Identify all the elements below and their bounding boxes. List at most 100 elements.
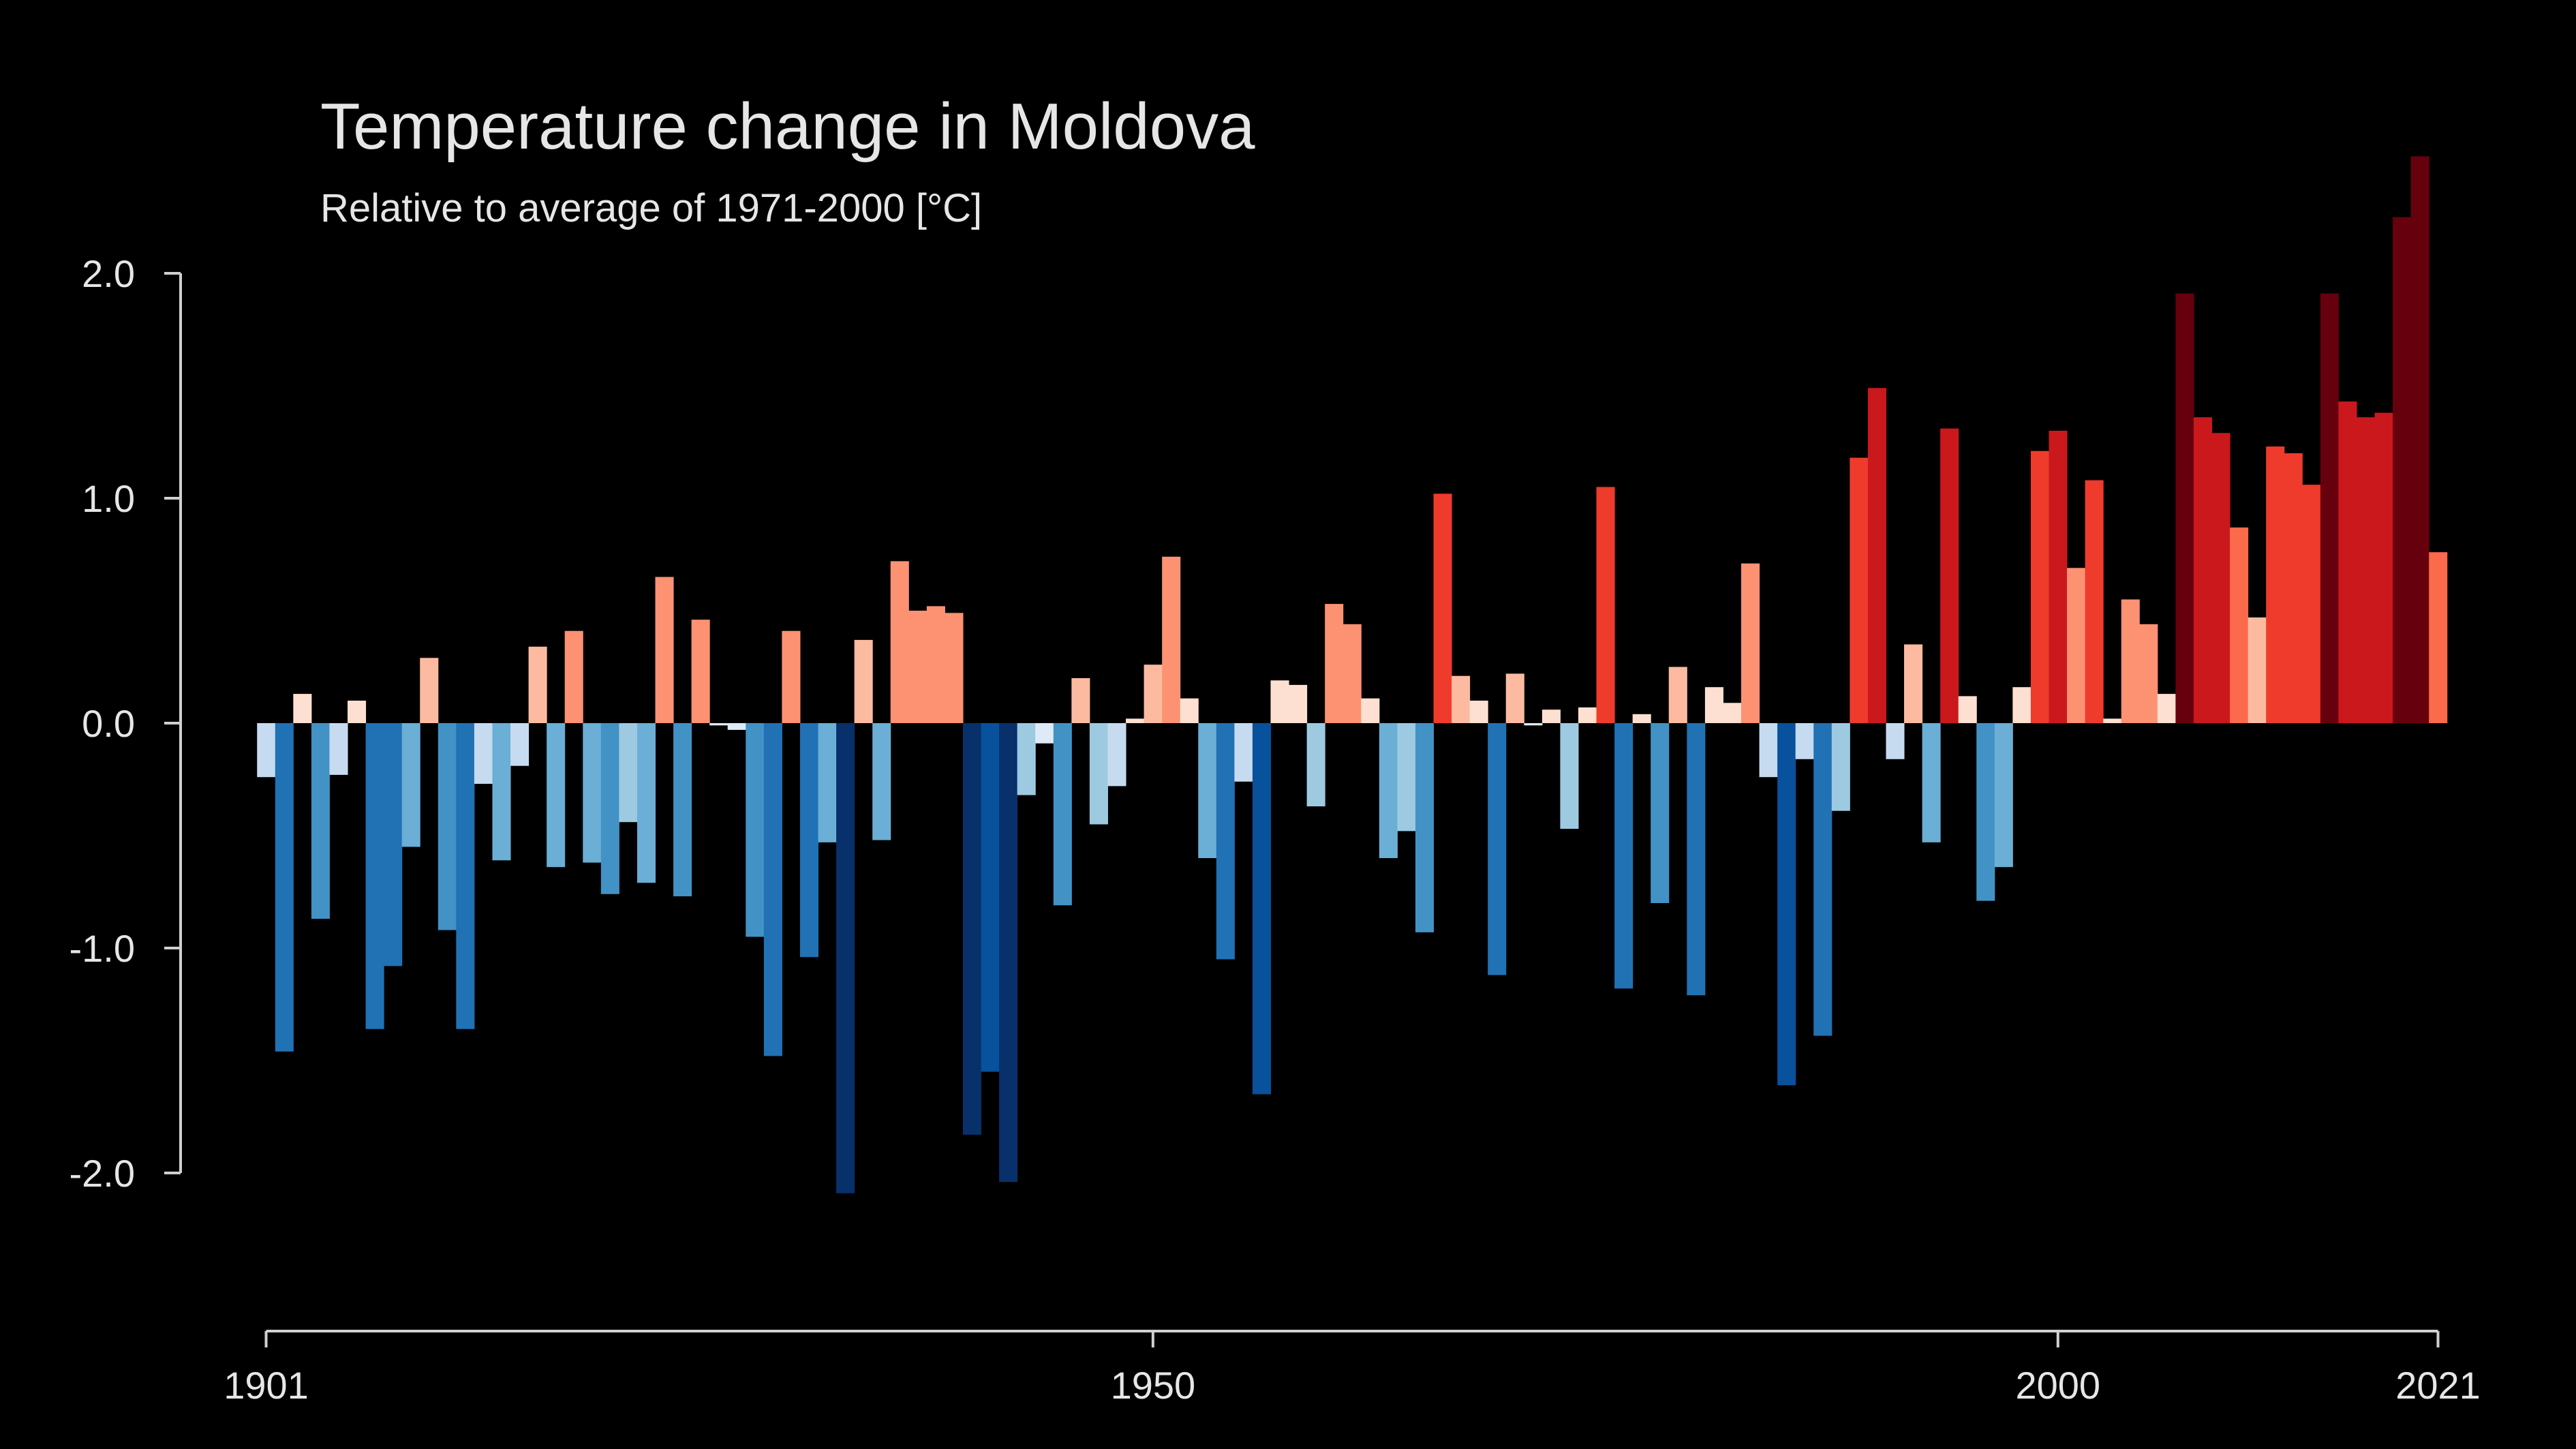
bar — [257, 723, 276, 778]
bar — [420, 658, 439, 723]
bar — [1560, 723, 1579, 829]
bar — [2266, 446, 2285, 723]
x-tick-label: 1950 — [1111, 1364, 1196, 1407]
bar — [1668, 667, 1687, 723]
bar — [1035, 723, 1054, 744]
bar — [1469, 701, 1488, 723]
bar — [2429, 552, 2448, 723]
bar — [1886, 723, 1905, 759]
bar — [709, 723, 729, 726]
bar — [2049, 431, 2068, 723]
bar — [1505, 673, 1524, 723]
bar — [962, 723, 982, 1135]
bar — [1053, 723, 1072, 906]
bar — [2248, 617, 2267, 723]
bar — [2410, 156, 2429, 723]
bar — [1867, 388, 1886, 723]
bar — [293, 694, 312, 723]
bar — [456, 723, 475, 1029]
bar — [1795, 723, 1814, 759]
bar — [1107, 723, 1126, 787]
bar — [637, 723, 656, 883]
bar — [1831, 723, 1850, 811]
chart-subtitle: Relative to average of 1971-2000 [°C] — [320, 186, 982, 230]
bar — [1379, 723, 1398, 858]
y-tick-label: -2.0 — [70, 1152, 136, 1195]
bar — [2302, 485, 2321, 723]
x-tick-label: 1901 — [224, 1364, 309, 1407]
bar — [691, 620, 710, 723]
bar — [782, 630, 801, 723]
bar — [999, 723, 1018, 1183]
bar — [619, 723, 638, 823]
bar — [1017, 723, 1036, 795]
bar — [1958, 696, 1977, 723]
bar — [1850, 457, 1869, 723]
bar — [1704, 687, 1723, 723]
bar — [547, 723, 566, 868]
bar — [275, 723, 294, 1052]
bar — [600, 723, 619, 894]
bar — [492, 723, 511, 861]
bar — [1162, 556, 1181, 723]
bar — [2012, 687, 2031, 723]
bar — [1813, 723, 1833, 1036]
chart-title: Temperature change in Moldova — [320, 90, 1255, 163]
bar — [1180, 698, 1199, 723]
bar — [763, 723, 782, 1056]
bar — [1976, 723, 1995, 901]
bar — [1922, 723, 1941, 842]
bar — [2085, 480, 2104, 723]
bar — [926, 606, 945, 723]
bar — [1071, 678, 1090, 723]
bar — [1433, 493, 1452, 723]
bar — [438, 723, 457, 930]
bar — [348, 701, 367, 723]
bar — [384, 723, 403, 966]
bar — [564, 630, 583, 723]
bar — [1741, 563, 1760, 723]
bar — [1415, 723, 1435, 932]
bar — [1777, 723, 1796, 1086]
bar — [2103, 718, 2122, 723]
bar — [2374, 412, 2393, 723]
bar — [1524, 723, 1543, 726]
bar — [981, 723, 1000, 1072]
bar — [1216, 723, 1235, 960]
y-tick-label: 0.0 — [82, 702, 135, 745]
bar — [1632, 714, 1651, 723]
bar — [2193, 417, 2213, 723]
bar — [2030, 451, 2049, 723]
bar — [908, 611, 927, 723]
bar — [474, 723, 493, 784]
bar — [401, 723, 420, 847]
bar — [1488, 723, 1507, 975]
x-tick-label: 2021 — [2395, 1364, 2481, 1407]
bar — [1723, 703, 1742, 723]
bar — [818, 723, 837, 842]
bar — [2067, 568, 2086, 723]
bar — [2356, 417, 2376, 723]
bar — [1234, 723, 1253, 782]
bar — [1144, 665, 1163, 723]
bar — [1759, 723, 1778, 778]
y-tick-label: 2.0 — [82, 252, 135, 295]
bar — [1306, 723, 1325, 807]
bar — [1397, 723, 1416, 832]
bar — [1542, 710, 1561, 723]
y-tick-label: -1.0 — [70, 927, 136, 970]
bar — [1452, 675, 1471, 723]
bar — [583, 723, 602, 863]
bar — [1343, 624, 1362, 723]
bar — [1578, 707, 1597, 723]
bar — [528, 646, 547, 723]
x-tick-label: 2000 — [2015, 1364, 2100, 1407]
bar — [890, 561, 909, 723]
bar — [2157, 694, 2176, 723]
bar — [1270, 680, 1289, 723]
bar — [1940, 428, 1959, 723]
bar — [727, 723, 746, 730]
bar — [2211, 433, 2230, 723]
